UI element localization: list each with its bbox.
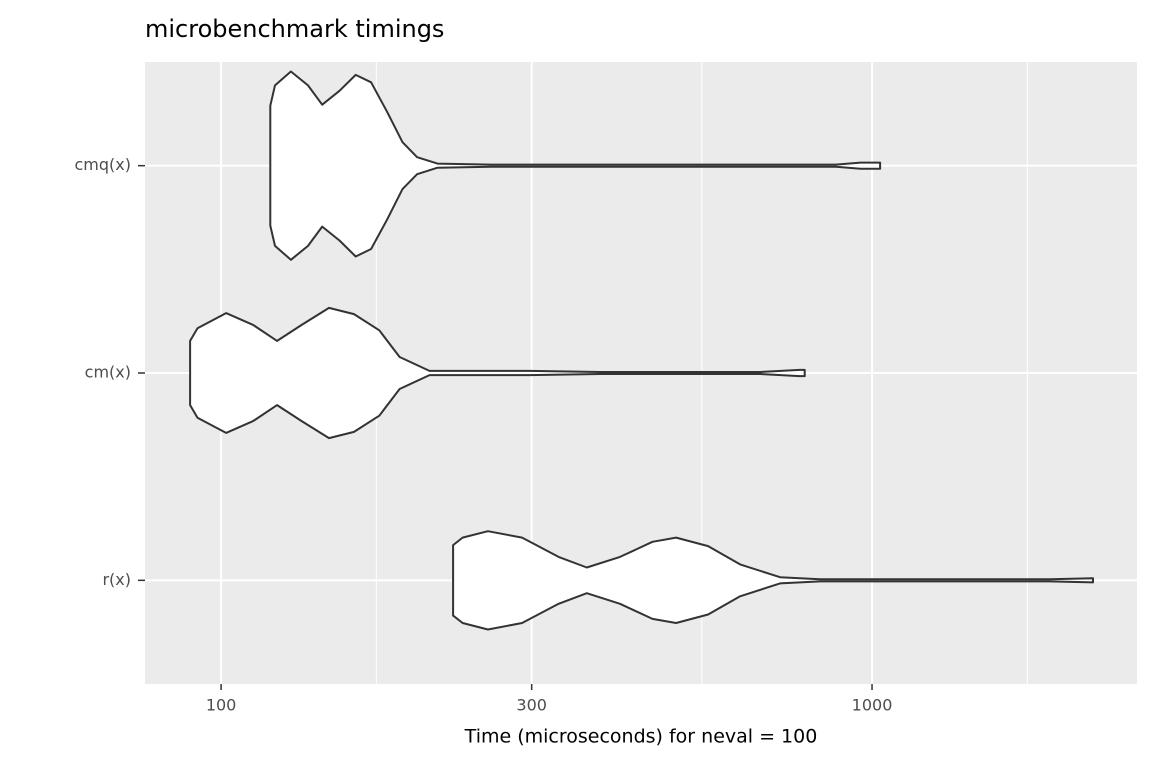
- violin: [452, 530, 1094, 631]
- chart-title: microbenchmark timings: [145, 15, 444, 43]
- violin: [269, 70, 882, 261]
- violin: [189, 306, 806, 440]
- x-tick-label: 100: [206, 696, 237, 715]
- y-tick-label: cm(x): [85, 363, 131, 382]
- x-axis-title: Time (microseconds) for neval = 100: [464, 726, 818, 748]
- y-tick-label: r(x): [102, 570, 131, 589]
- x-tick-label: 1000: [852, 696, 893, 715]
- y-tick-label: cmq(x): [75, 155, 132, 174]
- x-tick-label: 300: [516, 696, 547, 715]
